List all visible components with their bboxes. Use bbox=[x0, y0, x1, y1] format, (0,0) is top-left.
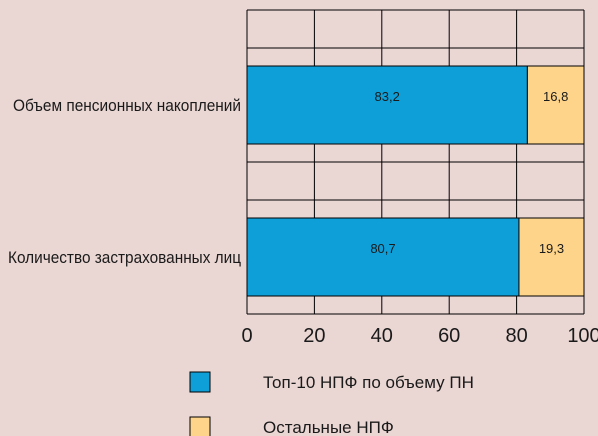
bars-group: 83,2 16,8 80,7 19,3 bbox=[246, 65, 585, 297]
category-labels: Объем пенсионных накоплений Количество за… bbox=[8, 96, 241, 267]
legend-swatch bbox=[189, 416, 211, 436]
x-tick-label: 40 bbox=[371, 325, 393, 347]
data-label: 83,2 bbox=[375, 89, 400, 104]
category-label: Объем пенсионных накоплений bbox=[13, 96, 241, 115]
category-label: Количество застрахованных лиц bbox=[8, 248, 241, 267]
x-tick-label: 100 bbox=[567, 325, 598, 347]
legend-label: Топ-10 НПФ по объему ПН bbox=[263, 373, 474, 392]
legend-label: Остальные НПФ bbox=[263, 418, 394, 436]
x-axis-tick-labels: 0 20 40 60 80 100 bbox=[241, 325, 598, 347]
bar-segment-others bbox=[526, 65, 585, 145]
x-tick-label: 80 bbox=[505, 325, 527, 347]
data-label: 19,3 bbox=[539, 241, 564, 256]
bar-segment-top10 bbox=[246, 65, 528, 145]
bar-segment-top10 bbox=[246, 217, 520, 297]
x-tick-label: 0 bbox=[241, 325, 252, 347]
data-label: 80,7 bbox=[370, 241, 395, 256]
legend: Топ-10 НПФ по объему ПН Остальные НПФ bbox=[189, 371, 474, 436]
legend-swatch bbox=[189, 371, 211, 393]
x-tick-label: 20 bbox=[303, 325, 325, 347]
data-label: 16,8 bbox=[543, 89, 568, 104]
bar-segment-others bbox=[518, 217, 585, 297]
x-tick-label: 60 bbox=[438, 325, 460, 347]
